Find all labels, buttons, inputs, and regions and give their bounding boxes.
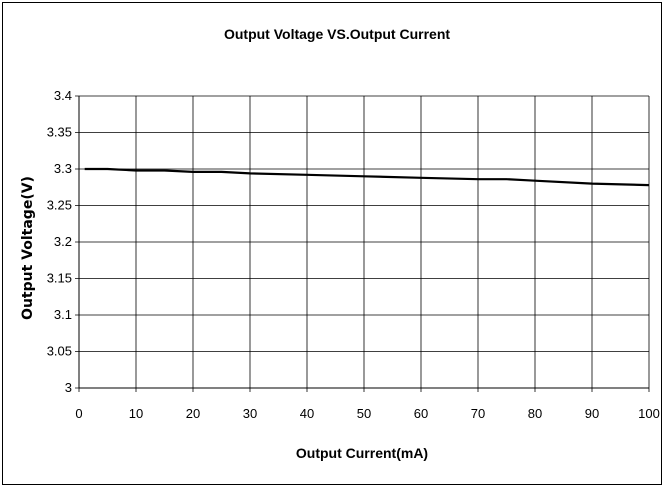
x-tick-label: 0 [75, 406, 82, 421]
y-tick-label: 3 [65, 380, 72, 395]
x-axis-label: Output Current(mA) [296, 445, 428, 461]
chart-title: Output Voltage VS.Output Current [224, 26, 450, 42]
x-tick-label: 90 [585, 406, 599, 421]
x-tick-label: 40 [300, 406, 314, 421]
y-tick-label: 3.3 [54, 161, 72, 176]
x-tick-labels: 0 10 20 30 40 50 60 70 80 90 100 [75, 406, 659, 421]
y-tick-label: 3.15 [47, 271, 72, 286]
y-tick-label: 3.2 [54, 234, 72, 249]
grid [75, 95, 650, 392]
x-tick-label: 10 [129, 406, 143, 421]
y-tick-label: 3.05 [47, 344, 72, 359]
y-axis-label: Output Voltage(V) [20, 176, 36, 320]
x-tick-label: 70 [471, 406, 485, 421]
x-tick-label: 30 [243, 406, 257, 421]
x-tick-label: 80 [528, 406, 542, 421]
x-tick-label: 20 [186, 406, 200, 421]
x-tick-label: 50 [357, 406, 371, 421]
line-chart: Output Voltage VS.Output Current 3 3.05 3.… [20, 26, 660, 461]
y-tick-label: 3.4 [54, 88, 72, 103]
y-tick-label: 3.35 [47, 125, 72, 140]
y-tick-label: 3.25 [47, 198, 72, 213]
series-line [84, 167, 650, 187]
x-tick-label: 100 [638, 406, 660, 421]
y-tick-labels: 3 3.05 3.1 3.15 3.2 3.25 3.3 3.35 3.4 [47, 88, 72, 395]
series-layer [84, 167, 650, 187]
x-tick-label: 60 [414, 406, 428, 421]
y-tick-label: 3.1 [54, 307, 72, 322]
